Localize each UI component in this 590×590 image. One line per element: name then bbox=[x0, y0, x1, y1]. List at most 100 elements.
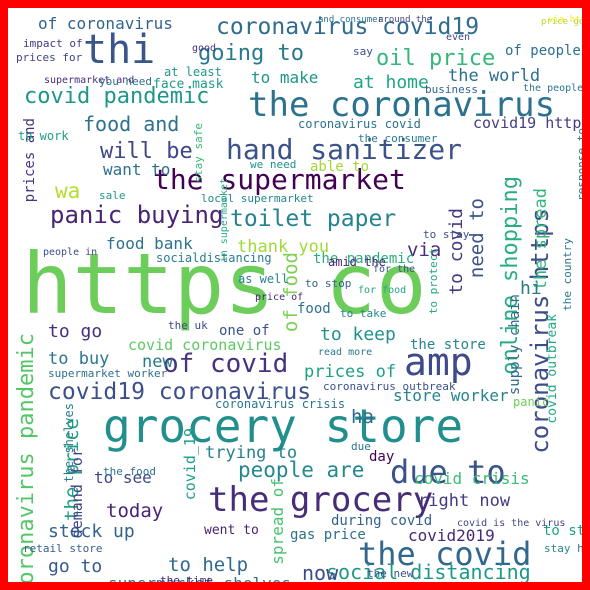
cloud-word: today bbox=[106, 500, 164, 522]
cloud-word: for food bbox=[358, 285, 407, 296]
cloud-word: supply chain bbox=[507, 294, 523, 396]
cloud-word: the uk bbox=[168, 319, 208, 332]
cloud-word: thi bbox=[83, 27, 156, 73]
cloud-word: to work bbox=[18, 129, 69, 143]
cloud-word: the people bbox=[523, 83, 584, 94]
cloud-word: retail store bbox=[23, 542, 103, 555]
cloud-word: the consumer bbox=[358, 132, 438, 145]
cloud-word: the pandemic bbox=[313, 251, 415, 267]
cloud-word: able to bbox=[310, 159, 370, 175]
cloud-word: supermarket worker bbox=[48, 367, 168, 380]
cloud-word: went to bbox=[204, 523, 259, 538]
cloud-word: covid19 coronavirus bbox=[48, 379, 312, 405]
cloud-word: to stay bbox=[423, 228, 470, 241]
cloud-word: in supermarket bbox=[219, 178, 230, 263]
cloud-word: spread of bbox=[268, 478, 287, 565]
cloud-word: covid coronavirus bbox=[128, 336, 282, 354]
cloud-word: socialdistancing bbox=[156, 251, 272, 265]
cloud-word: prices for bbox=[16, 51, 83, 64]
cloud-word: to go bbox=[48, 321, 103, 342]
cloud-word: hand sanitizer bbox=[226, 133, 463, 166]
cloud-word: the coronavirus bbox=[248, 85, 556, 125]
cloud-word: business bbox=[425, 83, 478, 96]
cloud-word: go to bbox=[48, 556, 103, 577]
cloud-word: wa bbox=[55, 179, 81, 203]
cloud-word: covid2019 bbox=[408, 526, 495, 545]
cloud-word: the new bbox=[367, 567, 414, 580]
cloud-word: read more bbox=[318, 347, 373, 358]
cloud-word: the shelves bbox=[62, 403, 76, 483]
cloud-word: food and bbox=[83, 112, 180, 136]
cloud-word: to see bbox=[94, 468, 152, 487]
cloud-word: prices of bbox=[304, 362, 397, 382]
cloud-word: the country bbox=[561, 238, 574, 311]
cloud-word: the world bbox=[448, 66, 541, 86]
cloud-word: due to bbox=[390, 453, 506, 491]
cloud-word: toilet paper bbox=[230, 206, 397, 232]
cloud-word: covid19 https bbox=[473, 114, 590, 132]
cloud-word: as well bbox=[238, 272, 289, 286]
cloud-word: store worker bbox=[393, 386, 509, 405]
cloud-word: of coronavirus bbox=[38, 14, 173, 33]
cloud-word: thank you bbox=[237, 237, 330, 257]
cloud-word: one of bbox=[219, 323, 270, 339]
cloud-word: impact of bbox=[23, 37, 83, 50]
cloud-word: the store bbox=[410, 337, 486, 353]
cloud-word: coronavirus outbreak bbox=[323, 380, 456, 393]
cloud-word: during covid bbox=[331, 513, 433, 529]
cloud-word: for the bbox=[373, 264, 416, 275]
cloud-word: face mask bbox=[153, 77, 224, 92]
cloud-word: stay home bbox=[544, 542, 590, 555]
cloud-word: via bbox=[407, 239, 442, 261]
cloud-word: hi bbox=[520, 278, 542, 299]
cloud-word: want to bbox=[103, 160, 171, 179]
cloud-word: stay safe bbox=[192, 123, 205, 183]
cloud-word: covid pandemic bbox=[24, 84, 210, 109]
cloud-word: people in bbox=[43, 247, 98, 258]
cloud-word: to take bbox=[340, 307, 387, 320]
cloud-word: coronavirus covid19 bbox=[216, 14, 480, 40]
cloud-word: to stop bbox=[305, 277, 352, 290]
cloud-word: to keep bbox=[320, 324, 396, 345]
cloud-word: at home bbox=[353, 72, 429, 93]
cloud-word: we need bbox=[250, 158, 297, 171]
cloud-word: to covid bbox=[446, 208, 467, 295]
cloud-word: due bbox=[351, 440, 371, 453]
cloud-word: to stock bbox=[543, 523, 586, 539]
cloud-word: of covid bbox=[163, 349, 289, 379]
cloud-word: stock up bbox=[48, 521, 135, 542]
cloud-word: to protect bbox=[427, 248, 440, 315]
cloud-word: panic buying bbox=[50, 201, 224, 229]
cloud-word: to make bbox=[251, 68, 319, 87]
cloud-word: sale bbox=[99, 189, 126, 202]
cloud-word: local supermarket bbox=[201, 192, 314, 205]
cloud-word: you need bbox=[99, 75, 152, 88]
cloud-word: https co bbox=[22, 235, 427, 333]
cloud-word: now bbox=[302, 561, 339, 585]
cloud-word: trying to bbox=[205, 443, 298, 463]
cloud-word: supermarket and bbox=[44, 75, 135, 86]
cloud-word: gas price bbox=[290, 527, 366, 543]
cloud-word: at least bbox=[164, 65, 222, 79]
cloud-word: going to bbox=[198, 41, 304, 66]
cloud-word: people are bbox=[238, 458, 365, 482]
cloud-word: good bbox=[192, 43, 217, 54]
cloud-word: the spread bbox=[531, 188, 551, 291]
cloud-word: amp bbox=[404, 340, 473, 384]
cloud-word: to buy bbox=[48, 349, 110, 369]
cloud-word: the time bbox=[160, 574, 213, 587]
cloud-word: food bank bbox=[106, 234, 193, 253]
cloud-word: covid crisis bbox=[414, 469, 530, 488]
cloud-word: right now bbox=[418, 491, 511, 511]
cloud-word: oil price bbox=[376, 46, 496, 71]
cloud-word: the grocery bbox=[208, 480, 434, 520]
cloud-word: around the bbox=[378, 15, 433, 25]
cloud-word: coronavirus covid bbox=[298, 117, 421, 131]
cloud-word: the covid bbox=[358, 535, 532, 573]
cloud-word: covid_19 bbox=[181, 428, 199, 501]
cloud-word: response to bbox=[575, 128, 588, 201]
cloud-word: ha bbox=[351, 406, 374, 428]
cloud-word: to help bbox=[168, 554, 249, 576]
cloud-word: say bbox=[353, 45, 373, 58]
